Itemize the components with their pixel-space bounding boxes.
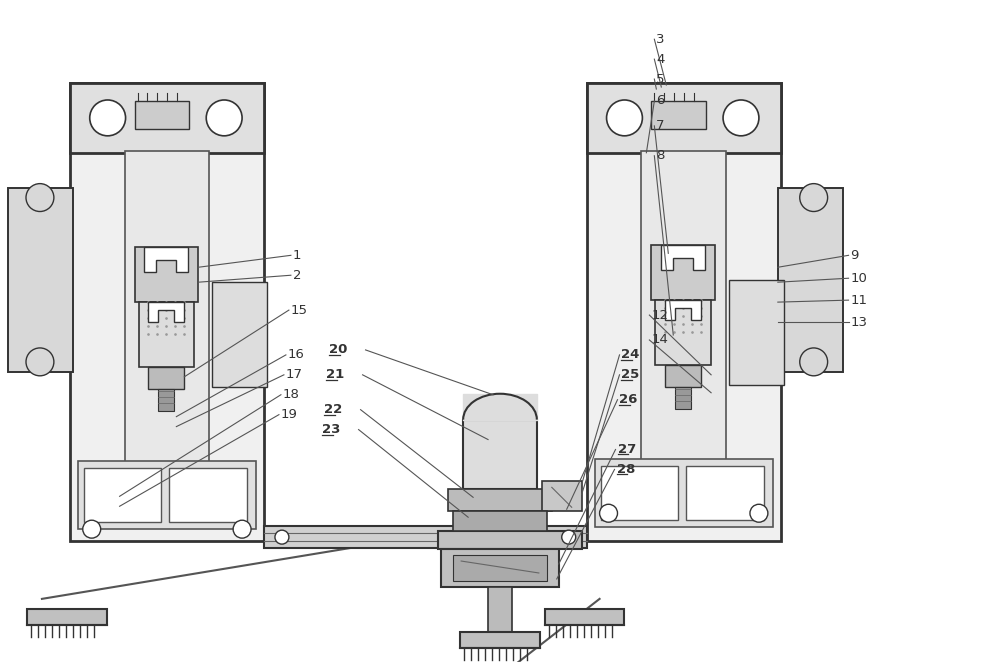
Circle shape bbox=[750, 505, 768, 522]
Bar bbox=[729, 280, 784, 385]
Bar bbox=[169, 469, 247, 522]
Circle shape bbox=[607, 100, 642, 136]
Text: 18: 18 bbox=[283, 389, 300, 401]
Bar bbox=[453, 511, 547, 531]
Bar bbox=[488, 587, 512, 632]
Bar bbox=[651, 101, 706, 129]
Bar bbox=[148, 367, 184, 389]
Bar bbox=[441, 549, 559, 587]
Circle shape bbox=[800, 348, 828, 376]
Bar bbox=[665, 365, 701, 387]
Circle shape bbox=[800, 184, 828, 211]
Bar bbox=[463, 420, 537, 489]
Text: 17: 17 bbox=[286, 369, 303, 381]
Bar bbox=[448, 489, 552, 511]
Text: 26: 26 bbox=[619, 393, 638, 406]
Text: 6: 6 bbox=[656, 94, 665, 107]
Circle shape bbox=[275, 530, 289, 544]
Bar bbox=[78, 461, 256, 529]
Bar bbox=[139, 302, 194, 367]
Bar bbox=[778, 188, 843, 372]
Bar bbox=[587, 83, 781, 152]
Bar bbox=[438, 531, 582, 549]
Bar bbox=[542, 481, 582, 511]
Text: 4: 4 bbox=[656, 52, 665, 66]
Text: 12: 12 bbox=[651, 308, 668, 322]
Text: 11: 11 bbox=[851, 294, 868, 306]
Bar bbox=[545, 609, 624, 625]
Text: 7: 7 bbox=[656, 119, 665, 133]
Polygon shape bbox=[148, 302, 184, 322]
Bar bbox=[158, 389, 174, 410]
Circle shape bbox=[723, 100, 759, 136]
Circle shape bbox=[562, 530, 576, 544]
Circle shape bbox=[233, 520, 251, 538]
Circle shape bbox=[26, 184, 54, 211]
Bar bbox=[460, 632, 540, 648]
Text: 27: 27 bbox=[618, 443, 636, 456]
Text: 28: 28 bbox=[617, 463, 635, 476]
Bar bbox=[125, 151, 209, 521]
Text: 8: 8 bbox=[656, 149, 665, 162]
Bar bbox=[212, 282, 267, 387]
Bar bbox=[587, 83, 781, 541]
Bar bbox=[70, 83, 264, 541]
Bar bbox=[84, 469, 161, 522]
Bar bbox=[70, 83, 264, 152]
Bar bbox=[264, 526, 587, 548]
Text: 14: 14 bbox=[651, 333, 668, 347]
Polygon shape bbox=[144, 247, 188, 272]
Text: 22: 22 bbox=[324, 403, 342, 416]
Text: 24: 24 bbox=[621, 348, 640, 361]
Bar bbox=[686, 467, 764, 520]
Text: 2: 2 bbox=[293, 269, 301, 282]
Bar bbox=[27, 609, 107, 625]
Circle shape bbox=[600, 505, 618, 522]
Text: 5: 5 bbox=[656, 72, 665, 86]
Circle shape bbox=[90, 100, 126, 136]
Polygon shape bbox=[661, 245, 705, 271]
Bar bbox=[651, 245, 715, 300]
Text: 10: 10 bbox=[851, 272, 867, 284]
Text: 20: 20 bbox=[329, 343, 347, 357]
Text: 23: 23 bbox=[322, 423, 340, 436]
Text: 15: 15 bbox=[291, 304, 308, 317]
Circle shape bbox=[83, 520, 101, 538]
Text: 19: 19 bbox=[281, 408, 298, 421]
Circle shape bbox=[206, 100, 242, 136]
Bar bbox=[453, 555, 547, 581]
Text: 1: 1 bbox=[293, 249, 301, 262]
Text: 13: 13 bbox=[851, 316, 868, 329]
Bar bbox=[655, 300, 711, 365]
Bar bbox=[135, 101, 189, 129]
Bar bbox=[8, 188, 73, 372]
Bar bbox=[641, 151, 726, 501]
Bar bbox=[675, 387, 691, 408]
Text: 3: 3 bbox=[656, 32, 665, 46]
Text: 25: 25 bbox=[621, 369, 640, 381]
Bar bbox=[601, 467, 678, 520]
Bar bbox=[135, 247, 198, 302]
Circle shape bbox=[26, 348, 54, 376]
Polygon shape bbox=[665, 300, 701, 320]
Text: 16: 16 bbox=[288, 348, 305, 361]
Text: 9: 9 bbox=[851, 249, 859, 262]
Text: 21: 21 bbox=[326, 369, 344, 381]
Bar bbox=[595, 459, 773, 527]
